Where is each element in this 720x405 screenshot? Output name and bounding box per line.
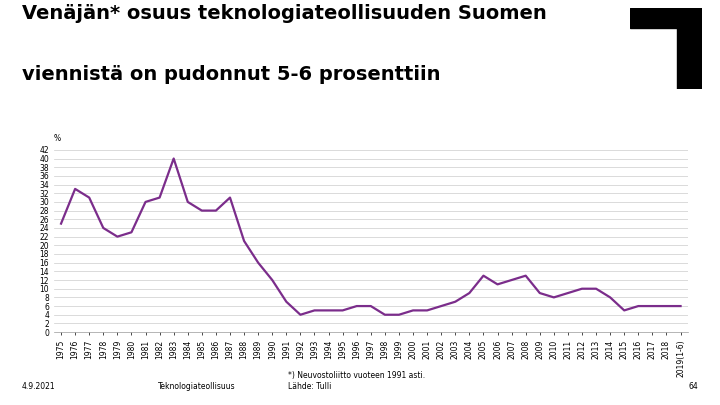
Text: *) Neuvostoliitto vuoteen 1991 asti.
Lähde: Tulli: *) Neuvostoliitto vuoteen 1991 asti. Läh… (288, 371, 425, 391)
Text: %: % (54, 134, 61, 143)
Bar (630, 8, 702, 28)
Text: Teknologiateollisuus: Teknologiateollisuus (158, 382, 236, 391)
Text: 64: 64 (688, 382, 698, 391)
Text: viennistä on pudonnut 5-6 prosenttiin: viennistä on pudonnut 5-6 prosenttiin (22, 65, 440, 84)
Bar (677, 8, 702, 89)
Text: Venäjän* osuus teknologiateollisuuden Suomen: Venäjän* osuus teknologiateollisuuden Su… (22, 4, 546, 23)
Text: 4.9.2021: 4.9.2021 (22, 382, 55, 391)
